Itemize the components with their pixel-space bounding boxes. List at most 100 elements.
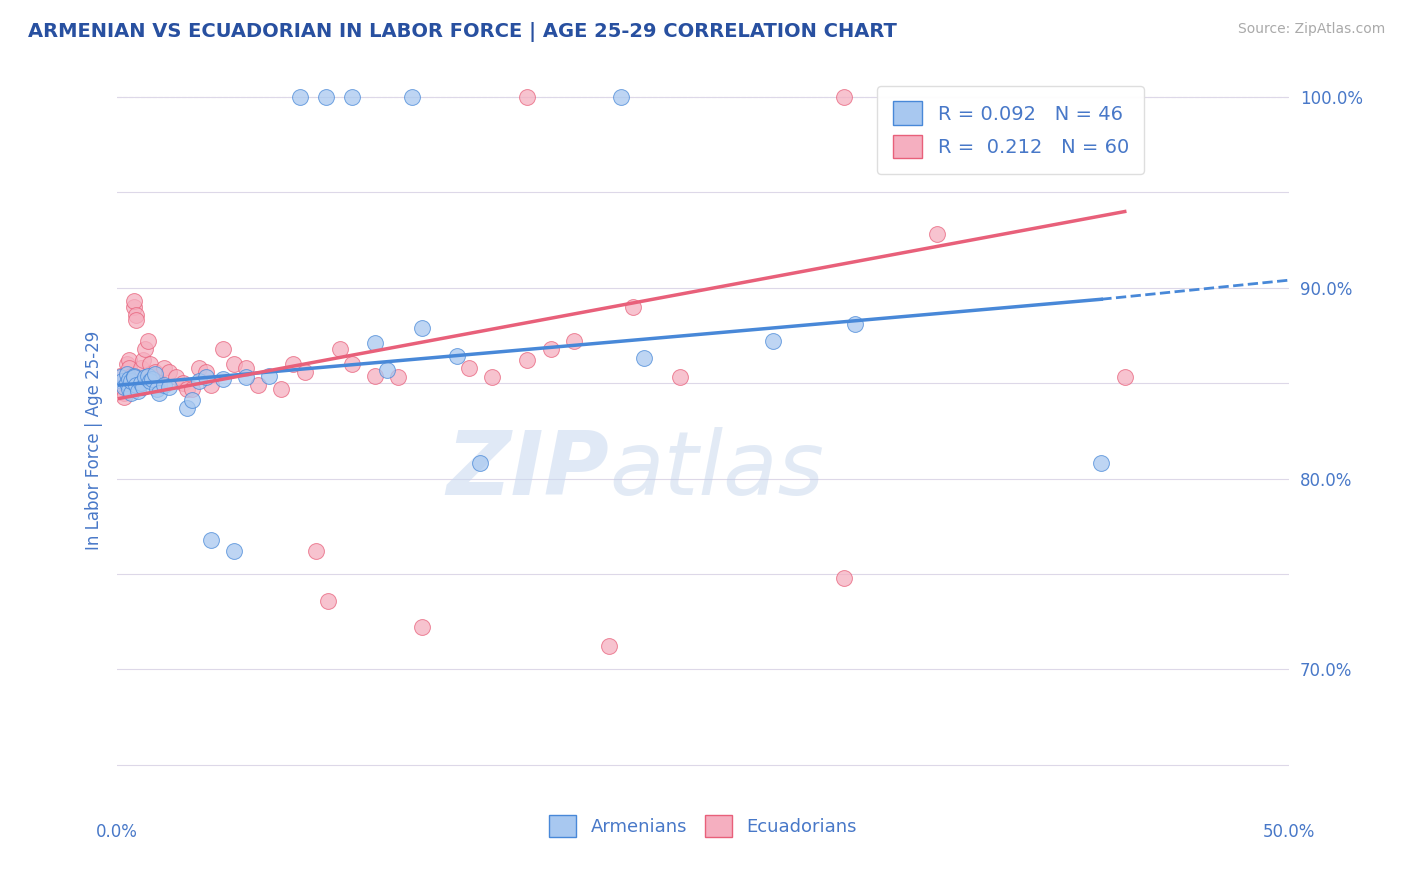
- Point: [125, 378, 148, 392]
- Point: [115, 367, 138, 381]
- Point: [281, 357, 304, 371]
- Point: [411, 620, 433, 634]
- Point: [132, 353, 155, 368]
- Point: [375, 363, 398, 377]
- Point: [259, 368, 281, 383]
- Point: [1114, 370, 1136, 384]
- Point: [927, 227, 949, 242]
- Point: [364, 336, 387, 351]
- Point: [118, 382, 141, 396]
- Point: [111, 380, 134, 394]
- Point: [195, 365, 218, 379]
- Point: [108, 370, 131, 384]
- Point: [127, 384, 149, 398]
- Point: [129, 376, 152, 391]
- Point: [153, 378, 176, 392]
- Point: [115, 367, 138, 381]
- Legend: Armenians, Ecuadorians: Armenians, Ecuadorians: [541, 807, 865, 844]
- Point: [125, 313, 148, 327]
- Point: [143, 365, 166, 379]
- Point: [316, 593, 339, 607]
- Point: [610, 90, 633, 104]
- Point: [127, 370, 149, 384]
- Point: [125, 308, 148, 322]
- Point: [633, 351, 655, 366]
- Point: [401, 90, 423, 104]
- Point: [457, 360, 479, 375]
- Point: [136, 334, 159, 349]
- Point: [120, 368, 142, 383]
- Point: [540, 342, 562, 356]
- Point: [181, 382, 204, 396]
- Point: [387, 370, 409, 384]
- Point: [762, 334, 785, 349]
- Point: [224, 544, 246, 558]
- Point: [315, 90, 337, 104]
- Point: [120, 374, 142, 388]
- Text: ZIP: ZIP: [447, 426, 609, 514]
- Point: [148, 378, 170, 392]
- Point: [120, 374, 142, 388]
- Point: [112, 390, 135, 404]
- Point: [516, 353, 538, 368]
- Point: [127, 378, 149, 392]
- Point: [153, 360, 176, 375]
- Point: [844, 317, 866, 331]
- Point: [129, 360, 152, 375]
- Point: [446, 350, 468, 364]
- Point: [246, 378, 269, 392]
- Point: [172, 376, 194, 391]
- Point: [157, 380, 180, 394]
- Point: [340, 357, 363, 371]
- Point: [141, 372, 163, 386]
- Point: [139, 357, 162, 371]
- Point: [188, 360, 211, 375]
- Point: [115, 376, 138, 391]
- Point: [112, 380, 135, 394]
- Point: [111, 374, 134, 388]
- Point: [122, 300, 145, 314]
- Point: [470, 456, 492, 470]
- Point: [134, 342, 156, 356]
- Point: [211, 342, 233, 356]
- Point: [120, 385, 142, 400]
- Point: [329, 342, 352, 356]
- Point: [122, 368, 145, 383]
- Point: [224, 357, 246, 371]
- Point: [122, 370, 145, 384]
- Point: [562, 334, 585, 349]
- Point: [115, 357, 138, 371]
- Point: [235, 360, 257, 375]
- Point: [621, 300, 644, 314]
- Point: [340, 90, 363, 104]
- Point: [668, 370, 690, 384]
- Point: [200, 533, 222, 547]
- Point: [122, 294, 145, 309]
- Point: [165, 370, 187, 384]
- Point: [270, 382, 292, 396]
- Point: [832, 90, 855, 104]
- Point: [132, 380, 155, 394]
- Point: [364, 368, 387, 383]
- Point: [195, 370, 218, 384]
- Point: [143, 367, 166, 381]
- Point: [148, 385, 170, 400]
- Point: [157, 365, 180, 379]
- Point: [1090, 456, 1112, 470]
- Point: [305, 544, 328, 558]
- Point: [516, 90, 538, 104]
- Point: [294, 365, 316, 379]
- Point: [139, 374, 162, 388]
- Point: [112, 385, 135, 400]
- Point: [118, 353, 141, 368]
- Point: [188, 374, 211, 388]
- Point: [598, 640, 620, 654]
- Text: Source: ZipAtlas.com: Source: ZipAtlas.com: [1237, 22, 1385, 37]
- Text: atlas: atlas: [609, 427, 824, 513]
- Point: [118, 372, 141, 386]
- Point: [411, 321, 433, 335]
- Point: [235, 370, 257, 384]
- Point: [141, 368, 163, 383]
- Point: [288, 90, 311, 104]
- Point: [176, 401, 198, 415]
